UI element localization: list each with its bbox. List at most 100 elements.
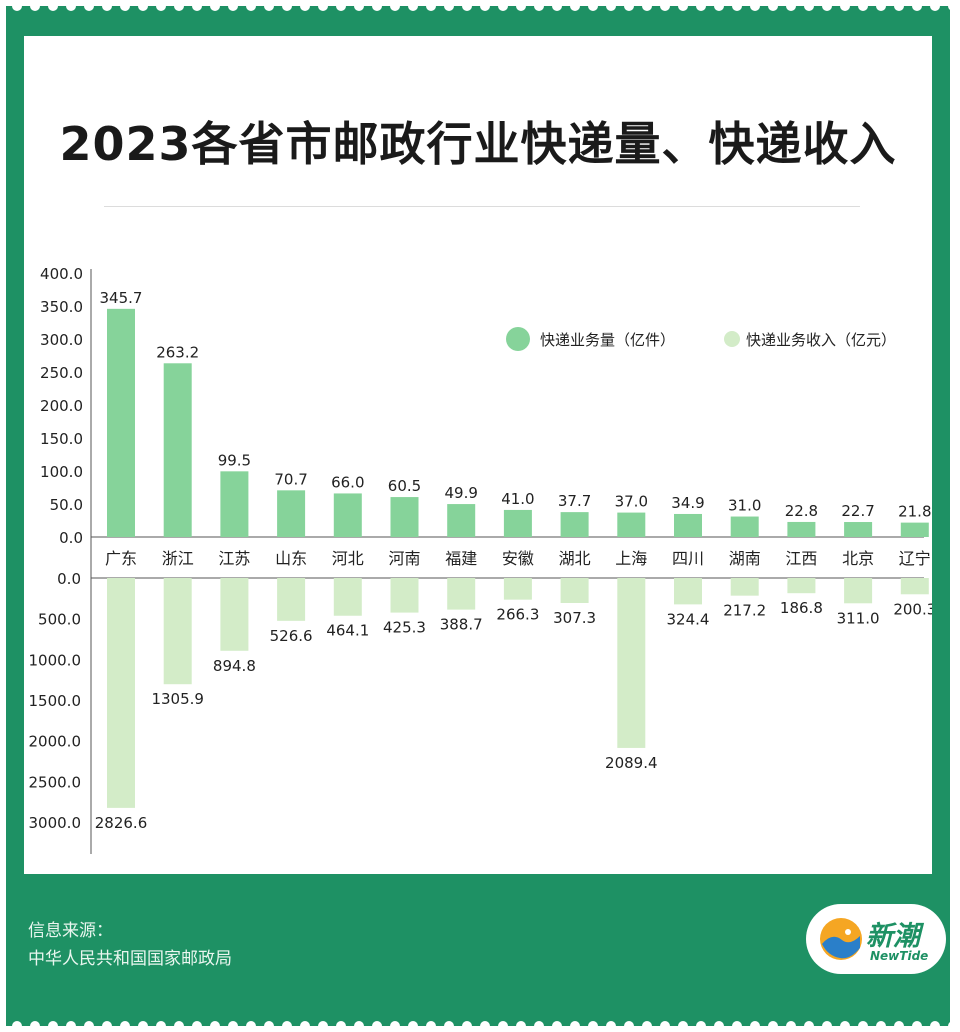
volume-data-label: 37.0 — [615, 493, 648, 511]
border-notch — [894, 1021, 904, 1031]
border-notch — [660, 1, 670, 11]
revenue-data-label: 2089.4 — [605, 754, 658, 772]
volume-bar — [787, 521, 816, 537]
category-label: 湖南 — [729, 549, 761, 568]
border-notch — [768, 1021, 778, 1031]
category-label: 四川 — [672, 549, 704, 568]
border-notch — [948, 1, 958, 11]
border-notch — [912, 1021, 922, 1031]
border-notch — [390, 1, 400, 11]
border-notch — [48, 1021, 58, 1031]
border-notch — [786, 1, 796, 11]
category-label: 上海 — [615, 549, 647, 568]
border-notch — [570, 1, 580, 11]
revenue-bar — [503, 578, 532, 600]
category-label: 安徽 — [502, 549, 534, 568]
border-notch — [732, 1, 742, 11]
border-notch — [426, 1, 436, 11]
border-notch — [192, 1, 202, 11]
border-notch — [102, 1021, 112, 1031]
legend-volume-marker — [506, 327, 530, 351]
volume-data-label: 21.8 — [898, 503, 931, 521]
revenue-data-label: 526.6 — [270, 627, 313, 645]
border-notch — [516, 1, 526, 11]
revenue-bar — [560, 578, 589, 603]
volume-bar — [900, 522, 929, 537]
volume-bar — [333, 493, 362, 537]
title-divider — [104, 206, 860, 207]
volume-bar — [220, 471, 249, 537]
volume-bar — [730, 516, 759, 537]
revenue-bar — [163, 578, 192, 685]
border-notch — [696, 1, 706, 11]
category-label: 江西 — [785, 549, 817, 568]
border-notch — [408, 1, 418, 11]
border-notch — [804, 1021, 814, 1031]
border-notch — [30, 1021, 40, 1031]
border-notch — [714, 1, 724, 11]
border-notch — [678, 1021, 688, 1031]
category-label: 辽宁 — [899, 549, 931, 568]
category-label: 山东 — [275, 549, 307, 568]
chart-card: 2023各省市邮政行业快递量、快递收入 0.0 50.0 100.0 150.0 200… — [24, 36, 932, 874]
border-notch — [462, 1, 472, 11]
lower-y-tick-label: 2000.0 — [29, 733, 82, 751]
revenue-data-label: 311.0 — [837, 609, 880, 627]
border-notch — [912, 1, 922, 11]
revenue-bar — [900, 578, 929, 595]
revenue-bar — [730, 578, 759, 596]
revenue-bar — [447, 578, 476, 610]
border-notch — [372, 1021, 382, 1031]
border-notch — [102, 1, 112, 11]
legend-revenue-label: 快递业务收入（亿元） — [746, 331, 896, 349]
border-notch — [480, 1, 490, 11]
border-notch — [786, 1021, 796, 1031]
volume-bar — [560, 512, 589, 537]
volume-data-label: 60.5 — [388, 477, 421, 495]
border-notch — [138, 1, 148, 11]
upper-y-tick-label: 50.0 — [50, 496, 83, 514]
source-label: 信息来源： — [28, 921, 113, 941]
border-notch — [372, 1, 382, 11]
border-notch — [642, 1021, 652, 1031]
revenue-data-label: 388.7 — [440, 616, 483, 634]
border-notch — [156, 1, 166, 11]
volume-data-label: 263.2 — [156, 343, 199, 361]
border-notch — [606, 1021, 616, 1031]
border-notch — [210, 1, 220, 11]
upper-y-tick-label: 400.0 — [40, 265, 83, 283]
revenue-data-label: 307.3 — [553, 609, 596, 627]
logo-text-en: NewTide — [870, 949, 929, 963]
lower-y-tick-label: 1000.0 — [29, 651, 82, 669]
border-notch — [948, 1021, 958, 1031]
logo-wave-icon — [820, 918, 862, 960]
border-notch — [138, 1021, 148, 1031]
border-notch — [642, 1, 652, 11]
page-frame: 2023各省市邮政行业快递量、快递收入 0.0 50.0 100.0 150.0 200… — [6, 1, 958, 1031]
border-notch — [750, 1, 760, 11]
volume-data-label: 345.7 — [100, 289, 143, 307]
border-notch — [714, 1021, 724, 1031]
category-label: 江苏 — [218, 549, 250, 568]
revenue-bar — [277, 578, 306, 621]
border-notch — [804, 1, 814, 11]
volume-data-label: 34.9 — [671, 494, 704, 512]
volume-data-label: 31.0 — [728, 497, 761, 515]
category-label: 广东 — [105, 549, 137, 568]
border-notch — [84, 1, 94, 11]
volume-data-label: 41.0 — [501, 490, 534, 508]
revenue-data-label: 464.1 — [326, 622, 369, 640]
volume-bar — [617, 512, 646, 537]
revenue-bar — [390, 578, 419, 613]
border-notch — [228, 1, 238, 11]
border-notch — [588, 1, 598, 11]
dual-bar-chart: 0.0 50.0 100.0 150.0 200.0 250.0 300.0 350.0 400… — [29, 265, 932, 854]
chart-title: 2023各省市邮政行业快递量、快递收入 — [59, 117, 897, 171]
lower-y-tick-label: 0.0 — [57, 570, 81, 588]
border-notch — [354, 1, 364, 11]
border-notch — [894, 1, 904, 11]
logo-text-cn: 新潮 — [866, 921, 920, 952]
volume-data-label: 22.8 — [785, 502, 818, 520]
revenue-bar — [617, 578, 646, 748]
revenue-data-label: 324.4 — [667, 610, 710, 628]
